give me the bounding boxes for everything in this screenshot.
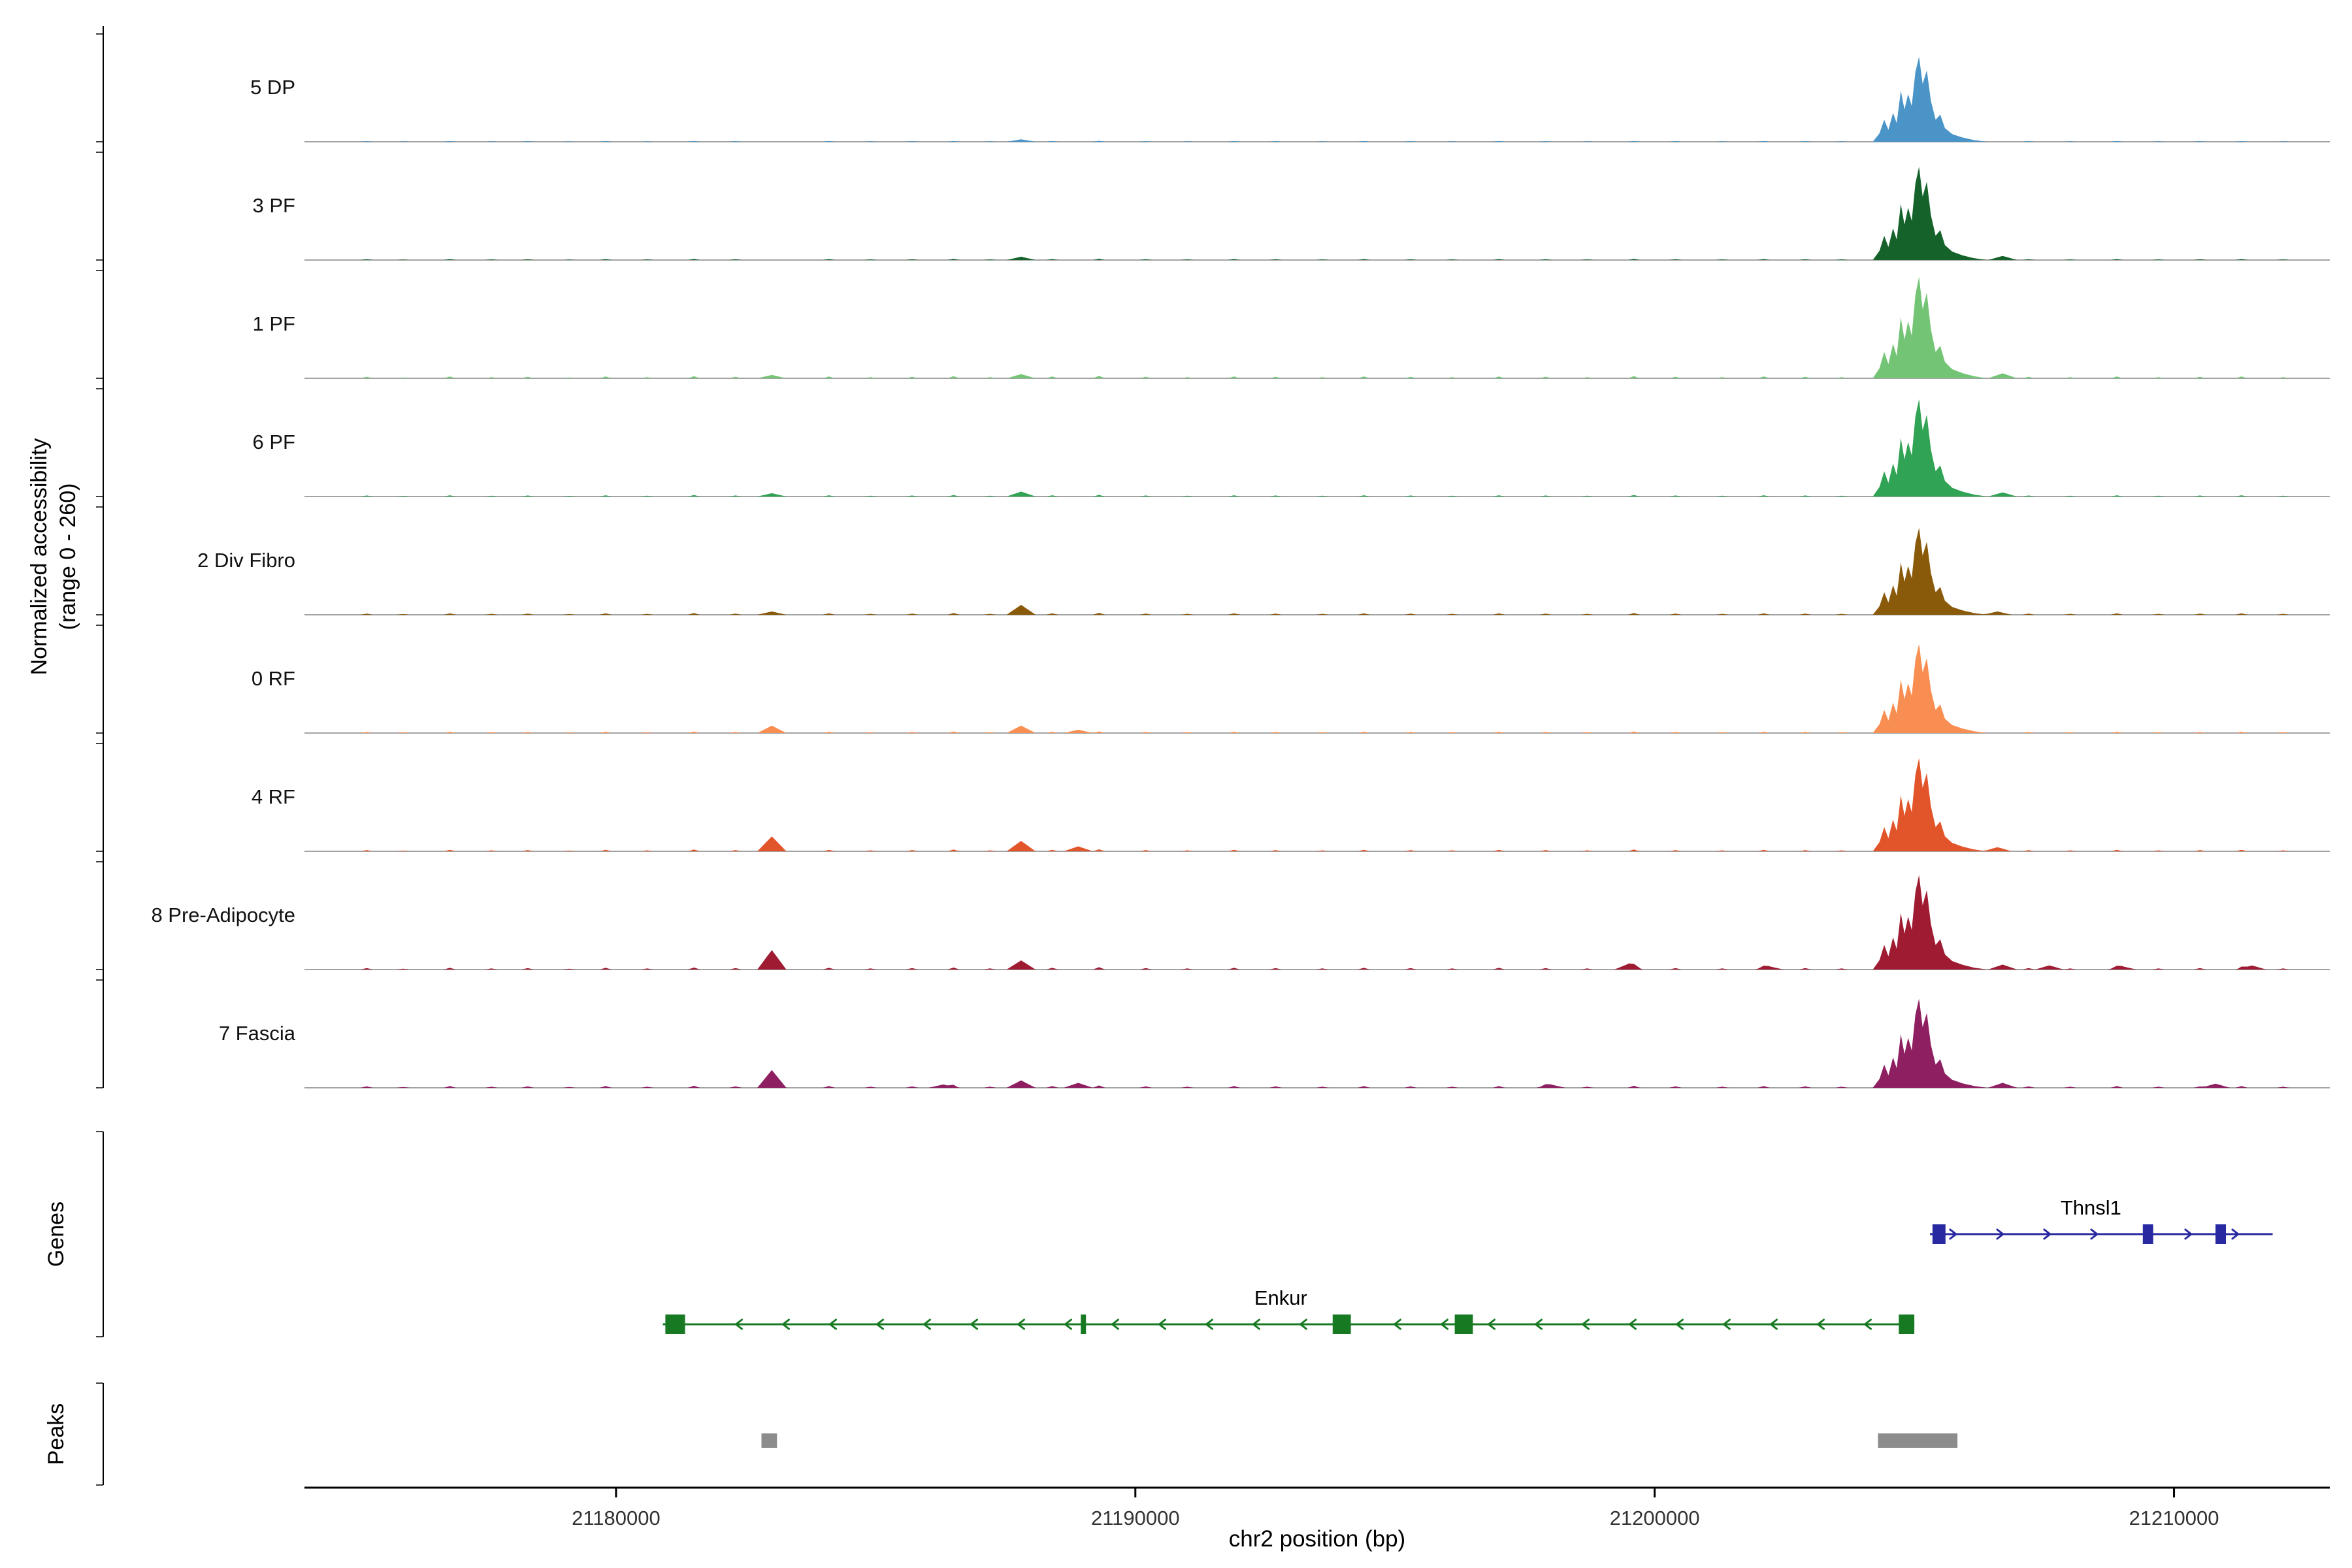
strand-arrow: [1299, 1318, 1307, 1330]
signal-area: [304, 644, 2330, 733]
x-tick-label: 21190000: [1091, 1507, 1180, 1529]
signal-area: [304, 527, 2330, 615]
strand-arrow: [1628, 1318, 1637, 1330]
strand-arrow: [1996, 1228, 2005, 1240]
strand-arrow: [1863, 1318, 1872, 1330]
track-label: 4 RF: [252, 785, 295, 808]
track-label: 8 Pre-Adipocyte: [151, 904, 295, 926]
track-label: 6 PF: [253, 431, 295, 453]
track-7-fascia: 7 Fascia: [219, 998, 2330, 1088]
track-1-pf: 1 PF: [253, 276, 2330, 379]
y-axis-label-line1: Normalized accessibility: [26, 438, 52, 676]
signal-area: [304, 875, 2330, 970]
track-4-rf: 4 RF: [252, 758, 2330, 852]
track-3-pf: 3 PF: [253, 167, 2330, 261]
signal-area: [304, 399, 2330, 497]
strand-arrow: [1017, 1318, 1025, 1330]
track-2-div-fibro: 2 Div Fibro: [197, 527, 2330, 615]
strand-arrow: [970, 1318, 978, 1330]
x-tick-label: 21180000: [572, 1507, 661, 1529]
gene-enkur: Enkur: [662, 1286, 1915, 1334]
strand-arrow: [828, 1318, 837, 1330]
strand-arrow: [1769, 1318, 1778, 1330]
signal-area: [304, 758, 2330, 851]
strand-arrow: [734, 1318, 743, 1330]
exon: [2215, 1224, 2226, 1244]
exon: [1899, 1315, 1915, 1334]
x-tick-label: 21210000: [2129, 1507, 2219, 1529]
strand-arrow: [1393, 1318, 1401, 1330]
exon: [2142, 1224, 2153, 1244]
track-label: 1 PF: [253, 312, 295, 335]
strand-arrow: [1534, 1318, 1543, 1330]
gene-label: Enkur: [1254, 1286, 1307, 1309]
exon: [665, 1315, 685, 1334]
signal-area: [304, 167, 2330, 260]
strand-arrow: [1675, 1318, 1684, 1330]
strand-arrow: [781, 1318, 790, 1330]
gene-thnsl1: Thnsl1: [1929, 1196, 2273, 1244]
x-axis: 21180000 21190000 21200000 21210000: [304, 1486, 2330, 1529]
strand-arrow: [1722, 1318, 1731, 1330]
peak-region: [1878, 1433, 1958, 1448]
peak-region: [761, 1433, 777, 1448]
track-5-dp: 5 DP: [250, 56, 2330, 142]
track-label: 5 DP: [250, 76, 295, 99]
strand-arrow: [2184, 1228, 2193, 1240]
strand-arrow: [2043, 1228, 2052, 1240]
strand-arrow: [1816, 1318, 1825, 1330]
gene-label: Thnsl1: [2061, 1196, 2121, 1219]
exon: [1081, 1315, 1086, 1334]
strand-arrow: [923, 1318, 931, 1330]
signal-area: [304, 276, 2330, 378]
strand-arrow: [1158, 1318, 1166, 1330]
x-axis-title: chr2 position (bp): [1228, 1526, 1406, 1552]
strand-arrow: [875, 1318, 884, 1330]
strand-arrow: [2090, 1228, 2099, 1240]
genes-section-label: Genes: [43, 1201, 69, 1267]
strand-arrow: [1440, 1318, 1448, 1330]
exon: [1454, 1315, 1473, 1334]
y-axis-label: Normalized accessibility (range 0 - 260): [25, 438, 82, 676]
strand-arrow: [1111, 1318, 1119, 1330]
track-8-pre-adipocyte: 8 Pre-Adipocyte: [151, 875, 2330, 970]
strand-arrow: [1252, 1318, 1260, 1330]
strand-arrow: [2231, 1228, 2240, 1240]
signal-area: [304, 56, 2330, 142]
track-0-rf: 0 RF: [252, 644, 2330, 734]
peaks-section-label: Peaks: [43, 1403, 69, 1465]
track-6-pf: 6 PF: [253, 399, 2330, 497]
x-tick-label: 21200000: [1610, 1507, 1700, 1529]
exon: [1932, 1224, 1946, 1244]
exon: [1332, 1315, 1351, 1334]
y-axis-label-line2: (range 0 - 260): [56, 483, 80, 630]
strand-arrow: [1205, 1318, 1213, 1330]
track-label: 0 RF: [252, 667, 295, 690]
strand-arrow: [1064, 1318, 1072, 1330]
track-label: 7 Fascia: [219, 1022, 296, 1045]
track-label: 2 Div Fibro: [197, 549, 295, 572]
strand-arrow: [1487, 1318, 1495, 1330]
track-label: 3 PF: [253, 194, 295, 217]
signal-area: [304, 998, 2330, 1088]
strand-arrow: [1949, 1228, 1958, 1240]
strand-arrow: [1581, 1318, 1590, 1330]
